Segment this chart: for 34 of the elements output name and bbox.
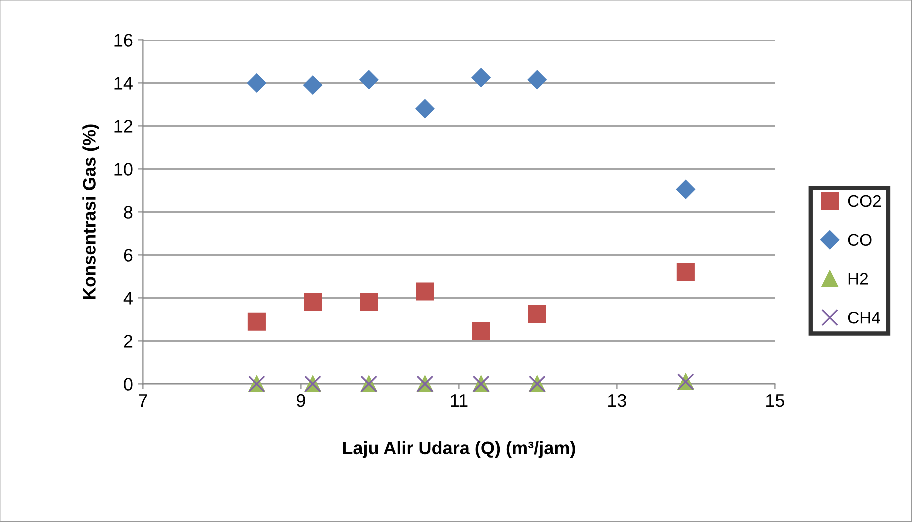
point	[247, 74, 266, 93]
point	[304, 76, 323, 95]
x-tick-label: 11	[451, 394, 468, 407]
point	[304, 293, 322, 312]
x-tick-label: 9	[297, 394, 306, 408]
x-tick-label: 15	[766, 394, 784, 408]
y-axis-title: Konsentrasi Gas (%)	[82, 124, 100, 300]
legend-label: CO2	[848, 195, 881, 208]
point	[416, 99, 435, 119]
point	[248, 312, 266, 331]
y-tick-label: 10	[114, 163, 133, 176]
point	[360, 70, 379, 90]
x-tick-label: 7	[139, 394, 148, 407]
point	[676, 180, 696, 200]
legend-label: CO	[848, 234, 872, 246]
y-tick-label: 12	[114, 120, 133, 133]
point	[416, 282, 434, 301]
y-tick-label: 0	[124, 378, 133, 391]
point	[528, 70, 547, 90]
x-axis-title: Laju Alir Udara (Q) (m³/jam)	[343, 441, 576, 458]
point	[472, 322, 490, 341]
point	[472, 68, 491, 88]
legend-label: CH4	[848, 312, 880, 324]
y-tick-label: 4	[124, 292, 133, 305]
point	[360, 293, 378, 312]
y-tick-label: 2	[124, 335, 133, 348]
point	[528, 305, 546, 324]
y-tick-label: 14	[114, 77, 133, 90]
x-tick-label: 13	[608, 394, 626, 408]
y-tick-label: 8	[124, 206, 133, 219]
legend-label: H2	[848, 273, 868, 285]
y-tick-label: 16	[114, 34, 133, 47]
y-tick-label: 6	[124, 249, 133, 262]
point	[676, 263, 695, 282]
